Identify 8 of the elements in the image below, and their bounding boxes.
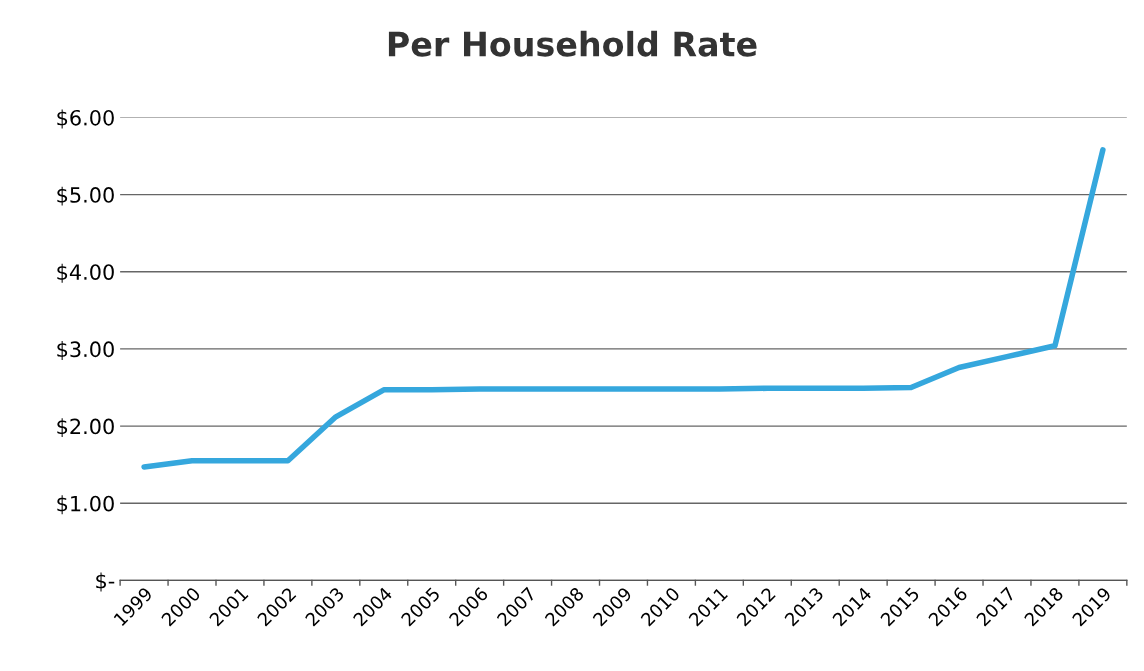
y-tick-label: $5.00: [57, 186, 114, 206]
y-tick-label: $3.00: [57, 341, 114, 360]
y-tick-label: $4.00: [57, 263, 114, 283]
y-tick-label: $-: [96, 572, 115, 592]
chart-title: Per Household Rate: [388, 30, 757, 57]
y-tick-label: $1.00: [57, 495, 114, 515]
y-tick-label: $6.00: [57, 109, 114, 129]
y-tick-label: $2.00: [57, 418, 114, 438]
